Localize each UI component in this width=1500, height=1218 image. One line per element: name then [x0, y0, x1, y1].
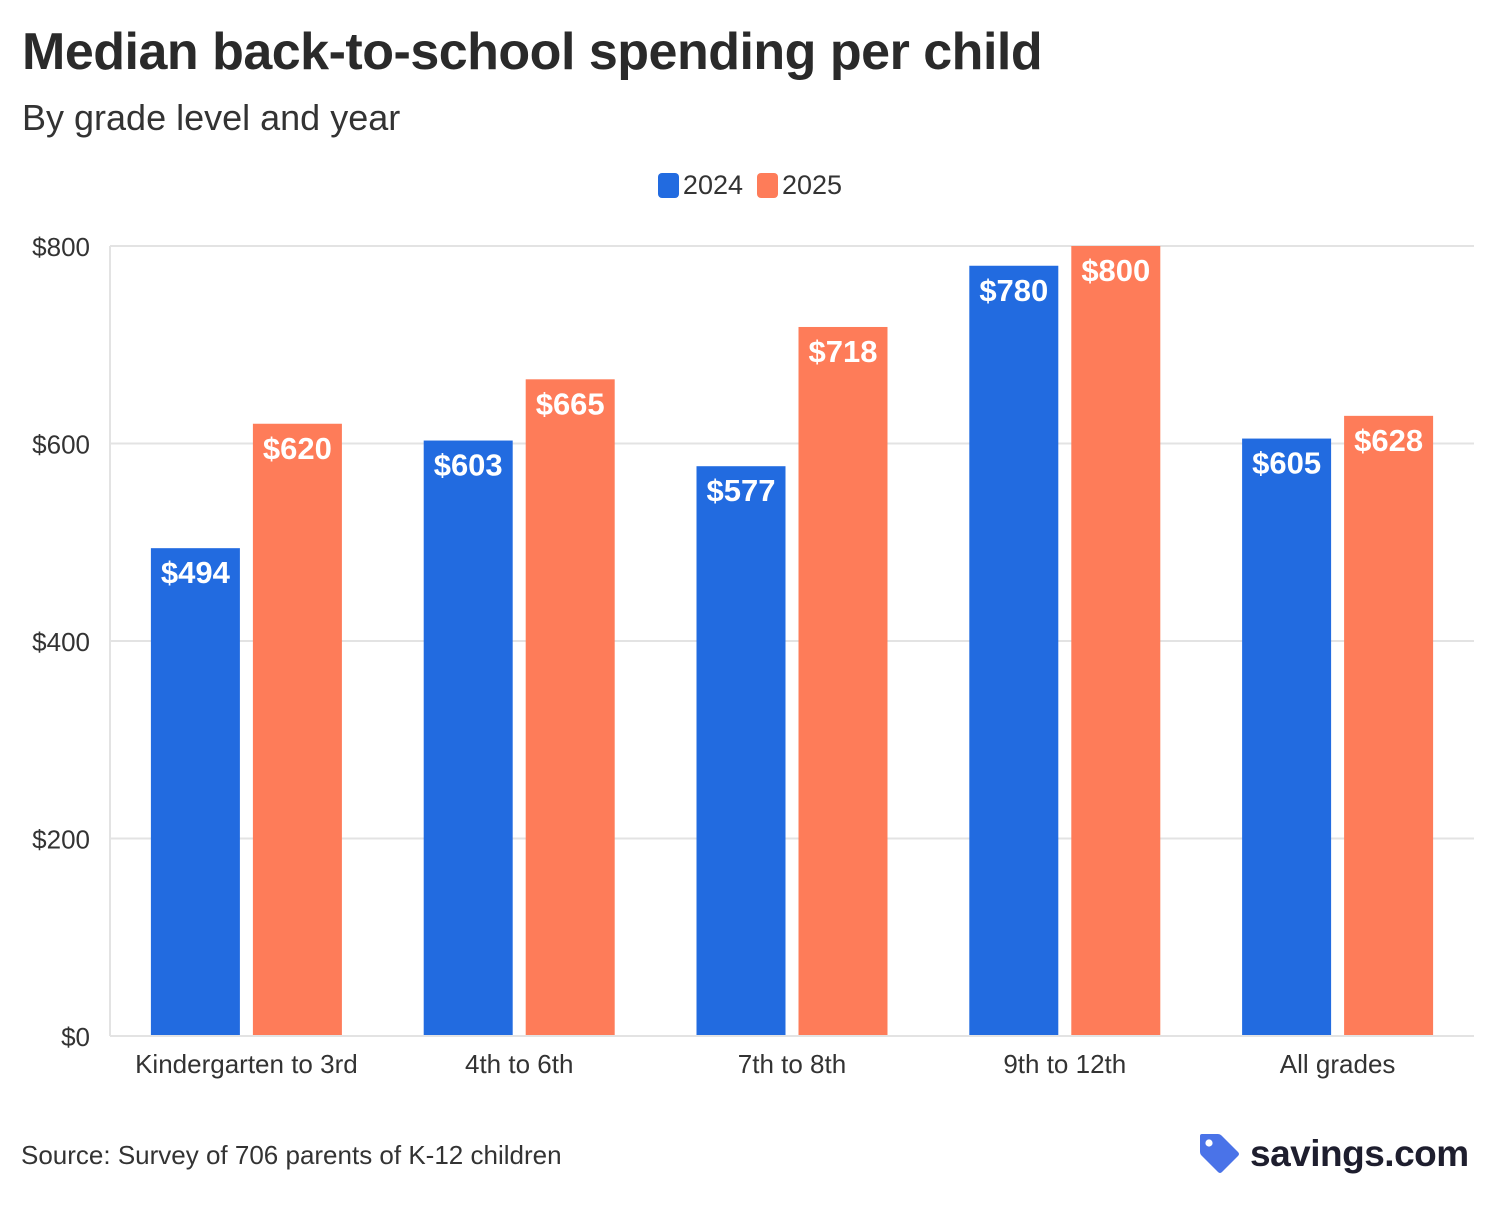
chart-title: Median back-to-school spending per child	[22, 23, 1043, 81]
x-tick-label: Kindergarten to 3rd	[135, 1049, 358, 1079]
legend-item-2024: 2024	[657, 170, 743, 201]
y-tick-label: $800	[32, 232, 90, 262]
legend-item-2025: 2025	[757, 170, 842, 201]
data-label: $780	[979, 273, 1048, 308]
bar-2025	[798, 326, 888, 1037]
bar-2025	[525, 379, 615, 1036]
chart-subtitle: By grade level and year	[22, 97, 401, 138]
data-label: $718	[809, 334, 878, 369]
bar-2025	[252, 423, 342, 1036]
y-tick-label: $400	[32, 627, 90, 657]
bar-2024	[969, 265, 1059, 1036]
bar-2024	[696, 466, 786, 1036]
legend-swatch-2024	[657, 173, 679, 198]
legend-label-2024: 2024	[682, 170, 743, 200]
y-tick-label: $0	[61, 1022, 90, 1052]
bar-chart: $0 $200 $400 $600 $800 Kindergarten to 3rd $49…	[32, 232, 1474, 1079]
legend-label-2025: 2025	[782, 170, 843, 200]
data-label: $628	[1354, 423, 1423, 458]
data-label: $665	[536, 386, 605, 421]
data-label: $605	[1252, 446, 1321, 481]
bar-2024	[1242, 438, 1332, 1036]
y-tick-label: $200	[32, 825, 90, 855]
data-label: $494	[161, 555, 231, 590]
x-tick-label: 4th to 6th	[465, 1049, 573, 1079]
bar-2024	[423, 440, 513, 1037]
legend-swatch-2025	[757, 173, 778, 198]
x-tick-label: 7th to 8th	[738, 1049, 846, 1079]
data-label: $577	[707, 473, 776, 508]
x-tick-label: 9th to 12th	[1003, 1049, 1126, 1079]
y-tick-label: $600	[32, 430, 90, 460]
brand-name: savings.com	[1250, 1133, 1469, 1174]
price-tag-icon	[1200, 1134, 1239, 1173]
legend: 2024 2025	[0, 170, 1500, 201]
bar-2024	[150, 548, 240, 1036]
data-label: $603	[434, 448, 503, 483]
source-note: Source: Survey of 706 parents of K-12 ch…	[21, 1140, 562, 1170]
data-label: $800	[1081, 253, 1150, 288]
brand-logo: savings.com	[1196, 1131, 1469, 1177]
x-tick-label: All grades	[1280, 1049, 1396, 1079]
bar-2025	[1071, 246, 1161, 1036]
data-label: $620	[263, 431, 332, 466]
bar-2025	[1344, 415, 1434, 1037]
